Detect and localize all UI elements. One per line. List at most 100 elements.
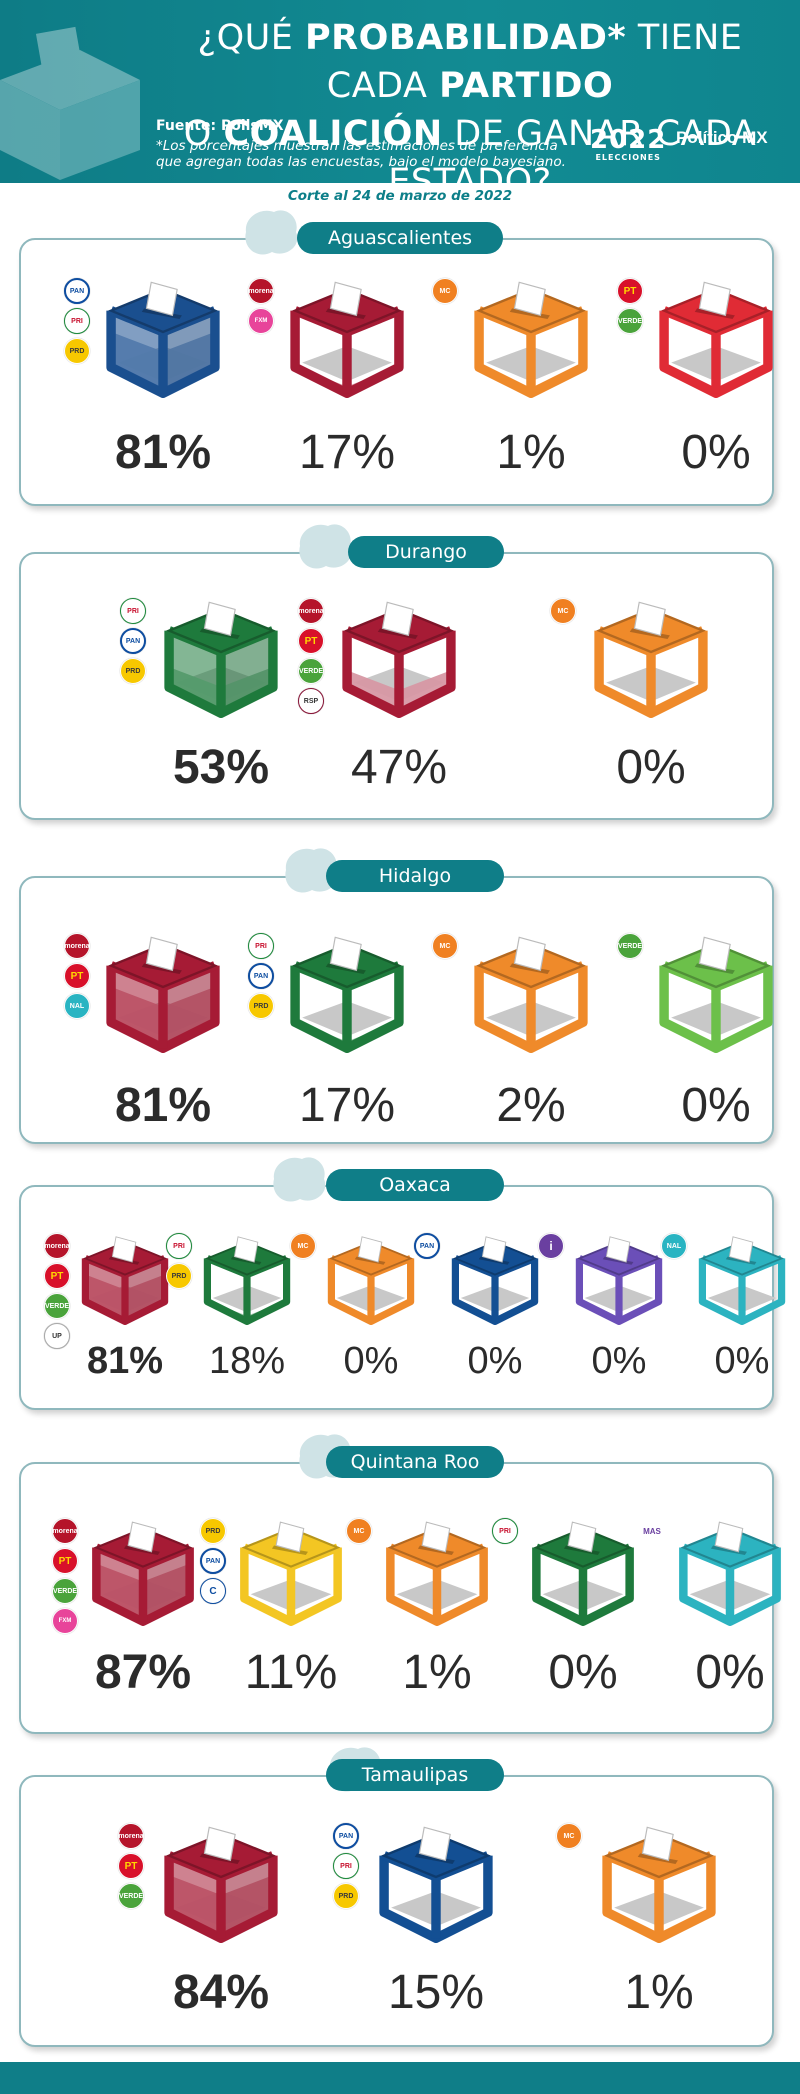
prd-logo-icon: PRD <box>333 1883 359 1909</box>
ballot-box <box>472 280 590 402</box>
party-logos: i <box>538 1233 564 1259</box>
mc-logo-icon: MC <box>346 1518 372 1544</box>
mc-logo-icon: MC <box>290 1233 316 1259</box>
ballot-box <box>677 1520 783 1630</box>
party-logos: PRI <box>492 1518 518 1544</box>
pri-logo-icon: PRI <box>248 933 274 959</box>
probability-value: 84% <box>172 1966 270 2019</box>
party-logos: MC <box>556 1823 582 1849</box>
pri-logo-icon: PRI <box>492 1518 518 1544</box>
party-logos: VERDE <box>617 933 643 959</box>
morena-logo-icon: morena <box>52 1518 78 1544</box>
pan-logo-icon: PAN <box>200 1548 226 1574</box>
morena-logo-icon: morena <box>64 933 90 959</box>
morena-logo-icon: morena <box>44 1233 70 1259</box>
probability-value: 17% <box>298 1079 396 1132</box>
ballot-box <box>80 1235 170 1329</box>
pt-logo-icon: PT <box>298 628 324 654</box>
fxm-logo-icon: FXM <box>52 1608 78 1634</box>
probability-value: 17% <box>298 426 396 479</box>
footer-bar <box>0 2062 800 2094</box>
ballot-box <box>288 280 406 402</box>
party-logos: MC <box>432 278 458 304</box>
nal-logo-icon: NAL <box>661 1233 687 1259</box>
probability-value: 0% <box>714 1340 770 1382</box>
pan-logo-icon: PAN <box>248 963 274 989</box>
pri-logo-icon: PRI <box>120 598 146 624</box>
party-logos: morena PT VERDE RSP <box>298 598 324 714</box>
fxm-logo-icon: FXM <box>248 308 274 334</box>
state-map-icon <box>273 1157 326 1202</box>
party-logos: NAL <box>661 1233 687 1259</box>
probability-value: 0% <box>616 741 686 794</box>
methodology-note: *Los porcentajes muestran las estimacion… <box>156 138 566 170</box>
pt-logo-icon: PT <box>64 963 90 989</box>
pt-logo-icon: PT <box>617 278 643 304</box>
probability-value: 0% <box>681 1079 751 1132</box>
probability-value: 0% <box>548 1646 618 1699</box>
ballot-box <box>162 1825 280 1947</box>
pan-logo-icon: PAN <box>120 628 146 654</box>
probability-value: 1% <box>402 1646 472 1699</box>
probability-value: 81% <box>114 1079 212 1132</box>
ballot-box <box>657 280 775 402</box>
state-map-icon <box>245 210 298 255</box>
verde-logo-icon: VERDE <box>617 308 643 334</box>
ballot-box <box>90 1520 196 1630</box>
probability-value: 18% <box>208 1340 286 1382</box>
mas-logo-icon: MAS <box>639 1518 665 1544</box>
morena-logo-icon: morena <box>298 598 324 624</box>
party-logos: MC <box>346 1518 372 1544</box>
prd-logo-icon: PRD <box>64 338 90 364</box>
pri-logo-icon: PRI <box>333 1853 359 1879</box>
politico-mx-logo: Político MX <box>676 128 768 147</box>
cutoff-date: Corte al 24 de marzo de 2022 <box>287 188 513 204</box>
ballot-box <box>104 280 222 402</box>
pri-logo-icon: PRI <box>64 308 90 334</box>
pt-logo-icon: PT <box>44 1263 70 1289</box>
party-logos: morena PT NAL <box>64 933 90 1019</box>
mc-logo-icon: MC <box>550 598 576 624</box>
ballot-box <box>600 1825 718 1947</box>
party-logos: PT VERDE <box>617 278 643 334</box>
probability-value: 0% <box>681 426 751 479</box>
probability-value: 15% <box>387 1966 485 2019</box>
pan-logo-icon: PAN <box>333 1823 359 1849</box>
probability-value: 81% <box>114 426 212 479</box>
morena-logo-icon: morena <box>248 278 274 304</box>
verde-logo-icon: VERDE <box>44 1293 70 1319</box>
mc-logo-icon: MC <box>432 278 458 304</box>
probability-value: 0% <box>591 1340 647 1382</box>
party-logos: PAN <box>414 1233 440 1259</box>
party-logos: MC <box>550 598 576 624</box>
header: ¿QUÉ PROBABILIDAD* TIENE CADA PARTIDO O … <box>0 0 800 183</box>
party-logos: PAN PRI PRD <box>64 278 90 364</box>
state-name-pill: Quintana Roo <box>326 1446 504 1478</box>
party-logos: PRI PAN PRD <box>120 598 146 684</box>
ballot-box-icon <box>0 26 140 180</box>
probability-value: 81% <box>86 1340 164 1382</box>
verde-logo-icon: VERDE <box>298 658 324 684</box>
ballot-box <box>238 1520 344 1630</box>
pan-logo-icon: PAN <box>414 1233 440 1259</box>
ballot-box <box>472 935 590 1057</box>
ballot-box <box>340 600 458 722</box>
morena-logo-icon: morena <box>118 1823 144 1849</box>
ballot-box <box>530 1520 636 1630</box>
probability-value: 0% <box>467 1340 523 1382</box>
probability-value: 2% <box>496 1079 566 1132</box>
pri-logo-icon: PRI <box>166 1233 192 1259</box>
source-label: Fuente: PollsMX <box>156 118 284 134</box>
verde-logo-icon: VERDE <box>52 1578 78 1604</box>
rsp-logo-icon: RSP <box>298 688 324 714</box>
party-logos: PAN PRI PRD <box>333 1823 359 1909</box>
state-name-pill: Hidalgo <box>326 860 504 892</box>
party-logos: morena FXM <box>248 278 274 334</box>
state-name-pill: Aguascalientes <box>297 222 503 254</box>
mc-logo-icon: MC <box>556 1823 582 1849</box>
ballot-box <box>288 935 406 1057</box>
conf-logo-icon: C <box>200 1578 226 1604</box>
prd-logo-icon: PRD <box>200 1518 226 1544</box>
pan-logo-icon: PAN <box>64 278 90 304</box>
party-logos: MAS <box>639 1518 665 1544</box>
